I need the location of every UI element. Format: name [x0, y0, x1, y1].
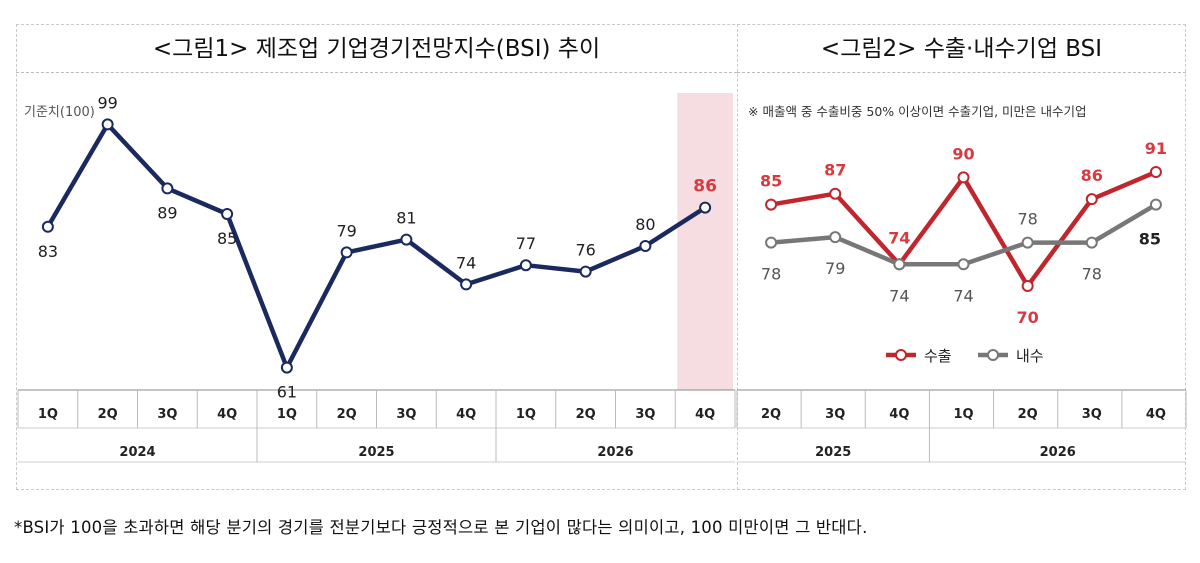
chart-frame	[16, 24, 1186, 490]
quarter-tick-label: 4Q	[217, 407, 237, 422]
quarter-tick-label: 1Q	[516, 407, 536, 422]
panel-divider	[737, 24, 738, 490]
data-label: 85	[760, 172, 782, 191]
quarter-tick-label: 4Q	[695, 407, 715, 422]
data-label: 80	[635, 215, 655, 234]
title-rule-1	[16, 72, 737, 73]
year-label: 2026	[1040, 445, 1076, 460]
data-point	[829, 187, 842, 200]
data-label: 85	[217, 229, 237, 248]
data-point	[957, 171, 970, 184]
data-point	[221, 208, 234, 220]
data-label: 91	[1145, 139, 1167, 158]
data-point	[829, 231, 842, 244]
series-line-domestic	[770, 202, 1158, 267]
quarter-tick-label: 3Q	[1082, 407, 1102, 422]
quarter-tick-label: 3Q	[396, 407, 416, 422]
year-label: 2025	[815, 445, 851, 460]
data-point	[1085, 193, 1098, 206]
data-label: 70	[1017, 308, 1039, 327]
data-label: 74	[953, 286, 973, 305]
quarter-tick-label: 2Q	[576, 407, 596, 422]
data-label: 78	[1082, 265, 1102, 284]
data-label: 89	[157, 203, 177, 222]
data-point	[765, 198, 778, 211]
data-label: 85	[1139, 230, 1161, 249]
data-label: 78	[761, 265, 781, 284]
quarter-tick-label: 4Q	[456, 407, 476, 422]
data-label: 61	[277, 383, 297, 402]
data-label: 86	[1081, 166, 1103, 185]
data-point	[101, 118, 114, 131]
series-line	[45, 122, 707, 370]
data-point	[699, 201, 712, 214]
data-point	[460, 278, 473, 291]
data-label: 74	[456, 253, 476, 272]
data-label: 77	[516, 234, 536, 253]
footnote: *BSI가 100을 초과하면 해당 분기의 경기를 전분기보다 긍정적으로 본…	[14, 518, 868, 537]
title-rule-2	[737, 72, 1186, 73]
data-label: 76	[575, 241, 595, 260]
data-point	[1021, 236, 1034, 249]
data-label: 74	[888, 228, 910, 247]
data-point	[1085, 236, 1098, 249]
chart1-title: <그림1> 제조업 기업경기전망지수(BSI) 추이	[152, 36, 601, 62]
quarter-tick-label: 1Q	[38, 407, 58, 422]
quarter-tick-label: 1Q	[277, 407, 297, 422]
data-label: 87	[824, 161, 846, 180]
legend-marker	[895, 349, 907, 361]
data-point	[765, 236, 778, 249]
highlight-band	[677, 93, 733, 390]
quarter-tick-label: 2Q	[1018, 407, 1038, 422]
quarter-tick-label: 3Q	[825, 407, 845, 422]
data-point	[639, 240, 652, 252]
quarter-tick-label: 4Q	[1146, 407, 1166, 422]
quarter-tick-label: 3Q	[157, 407, 177, 422]
data-label: 74	[889, 286, 909, 305]
data-point	[280, 361, 293, 374]
year-label: 2025	[358, 445, 394, 460]
data-point	[893, 258, 906, 271]
quarter-tick-label: 2Q	[98, 407, 118, 422]
year-label: 2024	[119, 445, 155, 460]
data-point	[579, 265, 592, 278]
data-label: 86	[693, 177, 717, 197]
data-point	[340, 246, 353, 259]
legend-label: 수출	[924, 347, 952, 365]
data-point	[1149, 198, 1162, 211]
data-label: 79	[336, 221, 356, 240]
data-label: 90	[952, 144, 974, 163]
data-point	[957, 258, 970, 271]
quarter-tick-label: 4Q	[889, 407, 909, 422]
year-label: 2026	[597, 445, 633, 460]
chart2-title: <그림2> 수출·내수기업 BSI	[820, 36, 1103, 62]
data-point	[400, 233, 413, 246]
quarter-tick-label: 1Q	[953, 407, 973, 422]
data-label: 99	[97, 93, 117, 112]
quarter-tick-label: 2Q	[761, 407, 781, 422]
data-point	[41, 220, 54, 233]
chart2-note: ※ 매출액 중 수출비중 50% 이상이면 수출기업, 미만은 내수기업	[748, 104, 1087, 119]
data-label: 79	[825, 259, 845, 278]
data-label: 78	[1017, 210, 1037, 229]
data-point	[1149, 166, 1162, 178]
data-point	[1021, 280, 1034, 292]
data-point	[519, 259, 532, 272]
legend-label: 내수	[1016, 347, 1044, 365]
data-point	[161, 182, 174, 195]
legend-marker	[987, 349, 999, 361]
data-label: 81	[396, 209, 416, 228]
data-label: 83	[38, 242, 58, 261]
quarter-tick-label: 2Q	[337, 407, 357, 422]
baseline-label: 기준치(100)	[24, 105, 95, 120]
quarter-tick-label: 3Q	[635, 407, 655, 422]
